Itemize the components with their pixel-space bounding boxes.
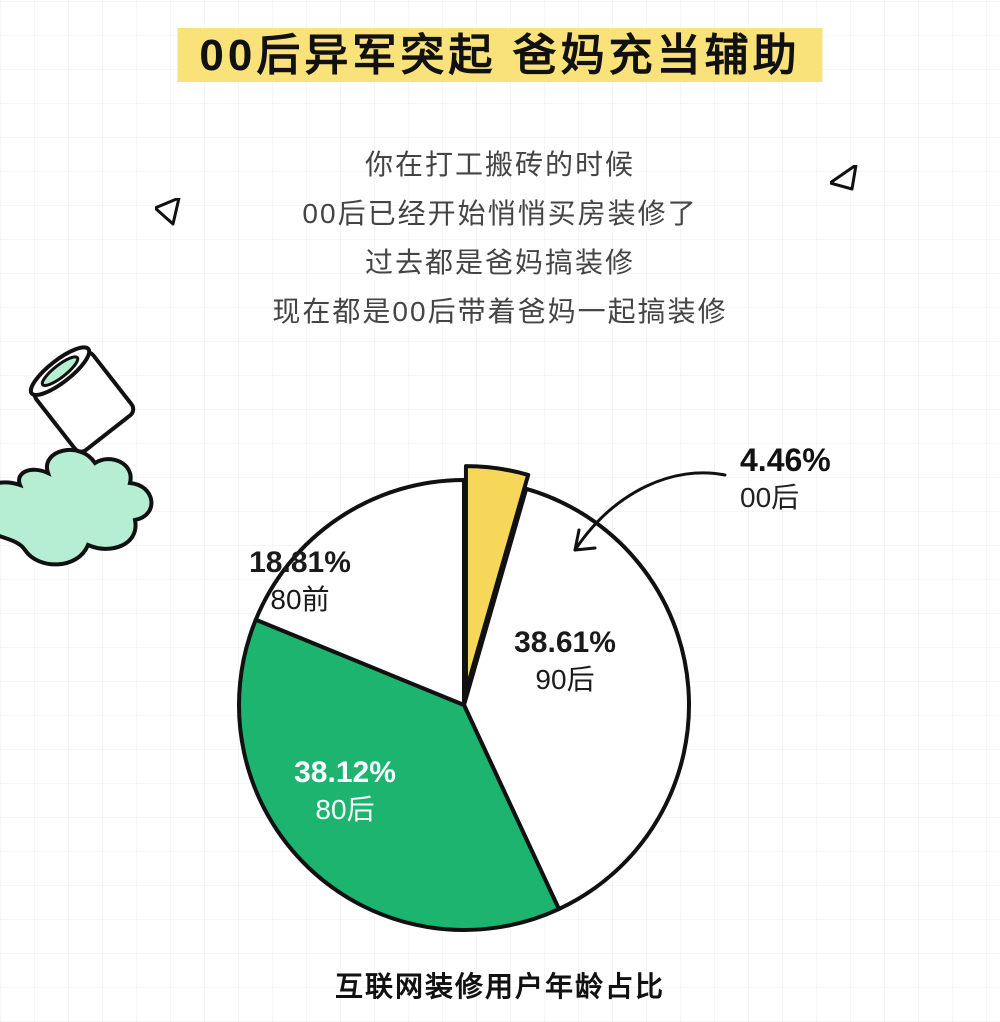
deco-triangle-right-icon (830, 165, 860, 195)
pie-caption: 互联网装修用户年龄占比 (0, 965, 1000, 1005)
title-highlight: 00后异军突起 爸妈充当辅助 (177, 28, 822, 82)
body-line-4: 现在都是00后带着爸妈一起搞装修 (0, 287, 1000, 336)
title-banner: 00后异军突起 爸妈充当辅助 (177, 28, 822, 82)
body-line-3: 过去都是爸妈搞装修 (0, 238, 1000, 287)
pie-callout-gen00-cat: 00后 (740, 480, 831, 515)
paint-can-icon (0, 345, 220, 575)
deco-triangle-left-icon (155, 198, 185, 228)
title-text: 00后异军突起 爸妈充当辅助 (199, 31, 800, 80)
paint-spill (0, 450, 151, 564)
body-line-2: 00后已经开始悄悄买房装修了 (0, 189, 1000, 238)
pie-callout-gen00-pct: 4.46% (740, 440, 831, 480)
callout-arrow-icon (555, 455, 755, 575)
pie-callout-gen00: 4.46% 00后 (740, 440, 831, 515)
